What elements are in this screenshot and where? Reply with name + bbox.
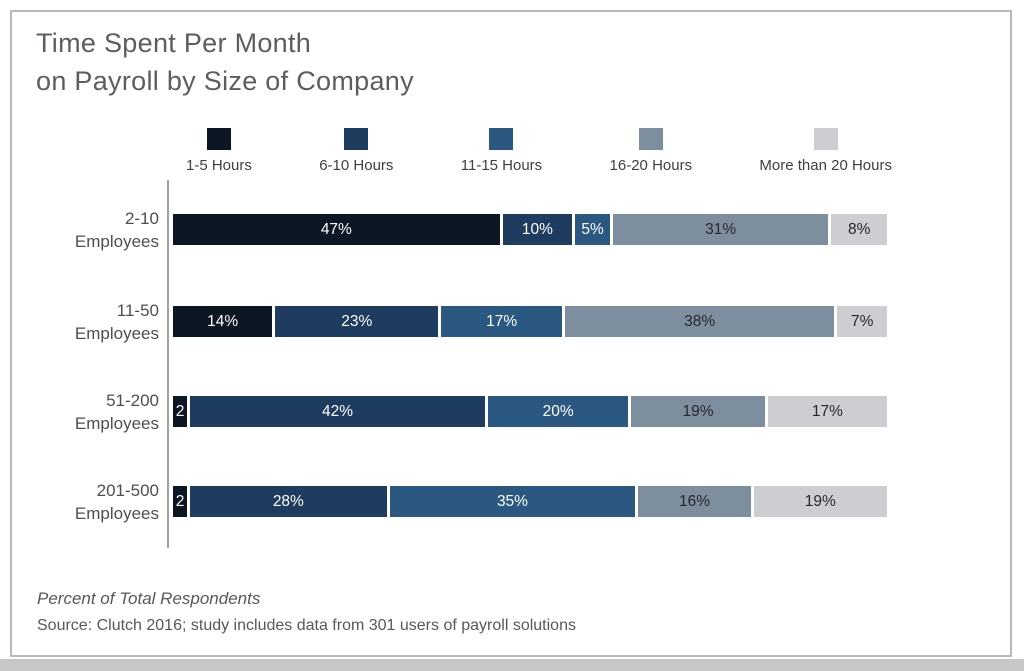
category-label: 11-50 Employees — [12, 299, 159, 345]
category-label-line2: Employees — [74, 503, 159, 523]
chart-row: 51-200 Employees 2 42% 20% 19% 17% — [12, 391, 888, 433]
legend-item-label: 11-15 Hours — [460, 157, 543, 174]
legend: 1-5 Hours 6-10 Hours 11-15 Hours 16-20 H… — [186, 128, 892, 174]
legend-item-label: More than 20 Hours — [759, 157, 892, 174]
bar-segment: 47% — [173, 214, 500, 245]
category-label-line1: 201-500 — [96, 480, 159, 500]
legend-swatch — [344, 128, 369, 150]
source-note: Source: Clutch 2016; study includes data… — [37, 617, 576, 634]
category-label-line1: 11-50 — [116, 300, 159, 320]
bar-segment: 10% — [502, 214, 573, 245]
bar-segment: 2 — [173, 486, 188, 517]
stacked-bar: 2 42% 20% 19% 17% — [173, 396, 888, 427]
legend-swatch — [638, 128, 663, 150]
bar-segment: 38% — [564, 306, 835, 337]
bar-segment: 8% — [831, 214, 887, 245]
category-label: 51-200 Employees — [12, 389, 159, 435]
bar-segment: 17% — [767, 396, 888, 427]
category-label-line1: 51-200 — [106, 390, 159, 410]
bar-segment: 5% — [575, 214, 610, 245]
bar-segment: 19% — [631, 396, 765, 427]
category-label-line2: Employees — [74, 413, 159, 433]
bar-segment: 23% — [275, 306, 439, 337]
legend-item-label: 1-5 Hours — [186, 157, 252, 174]
legend-item-label: 6-10 Hours — [319, 157, 394, 174]
bar-segment: 20% — [487, 396, 629, 427]
chart-title: Time Spent Per Month on Payroll by Size … — [36, 24, 414, 100]
legend-item-label: 16-20 Hours — [609, 157, 693, 174]
chart-row: 201-500 Employees 2 28% 35% 16% 19% — [12, 481, 887, 523]
bar-segment: 16% — [638, 486, 751, 517]
chart-area: 2-10 Employees 47% 10% 5% 31% 8% 11-50 Emplo… — [12, 180, 1012, 550]
stacked-bar: 47% 10% 5% 31% 8% — [173, 214, 887, 245]
chart-row: 11-50 Employees 14% 23% 17% 38% 7% — [12, 301, 887, 343]
category-label-line1: 2-10 — [124, 208, 159, 228]
legend-swatch — [813, 128, 838, 150]
stacked-bar: 14% 23% 17% 38% 7% — [173, 306, 887, 337]
legend-swatch — [206, 128, 231, 150]
chart-title-line1: Time Spent Per Month — [36, 28, 312, 58]
legend-item: 6-10 Hours — [319, 128, 393, 174]
bar-segment: 19% — [753, 486, 887, 517]
legend-item: More than 20 Hours — [759, 128, 892, 174]
legend-item: 1-5 Hours — [186, 128, 252, 174]
category-label: 2-10 Employees — [12, 207, 159, 253]
bar-segment: 2 — [173, 396, 188, 427]
bar-segment: 17% — [441, 306, 562, 337]
chart-title-line2: on Payroll by Size of Company — [36, 66, 414, 96]
legend-item: 11-15 Hours — [461, 128, 542, 174]
bar-segment: 14% — [173, 306, 273, 337]
category-label: 201-500 Employees — [12, 479, 159, 525]
legend-item: 16-20 Hours — [609, 128, 693, 174]
chart-card: Time Spent Per Month on Payroll by Size … — [10, 10, 1012, 657]
y-axis-line — [167, 180, 169, 548]
bottom-strip — [0, 659, 1024, 671]
axis-note: Percent of Total Respondents — [37, 589, 261, 608]
chart-row: 2-10 Employees 47% 10% 5% 31% 8% — [12, 209, 887, 251]
legend-swatch — [489, 128, 514, 150]
bar-segment: 28% — [190, 486, 387, 517]
bar-segment: 7% — [837, 306, 887, 337]
bar-segment: 42% — [190, 396, 485, 427]
stacked-bar: 2 28% 35% 16% 19% — [173, 486, 887, 517]
bar-segment: 35% — [389, 486, 636, 517]
category-label-line2: Employees — [74, 323, 159, 343]
category-label-line2: Employees — [74, 231, 159, 251]
bar-segment: 31% — [612, 214, 829, 245]
